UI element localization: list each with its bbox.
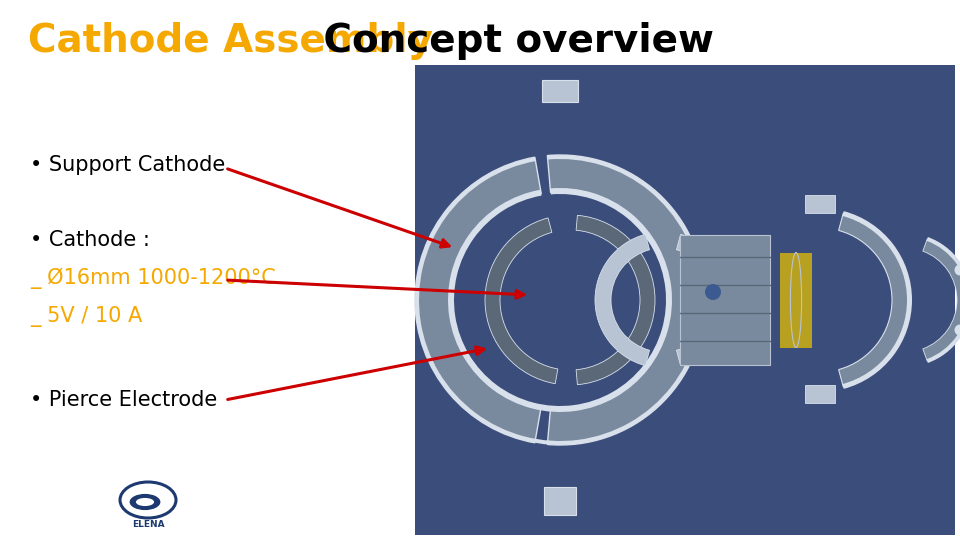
Wedge shape xyxy=(415,157,541,443)
Ellipse shape xyxy=(120,482,176,518)
Circle shape xyxy=(705,284,721,300)
Wedge shape xyxy=(485,218,558,384)
Wedge shape xyxy=(547,155,705,445)
Wedge shape xyxy=(923,239,960,361)
Wedge shape xyxy=(448,188,672,412)
Bar xyxy=(544,487,576,515)
Wedge shape xyxy=(926,237,960,363)
Bar xyxy=(780,253,812,348)
Bar xyxy=(805,385,835,403)
Wedge shape xyxy=(595,234,650,366)
Wedge shape xyxy=(576,215,655,384)
Text: • Pierce Electrode: • Pierce Electrode xyxy=(30,390,217,410)
Text: • Cathode :: • Cathode : xyxy=(30,230,150,250)
Wedge shape xyxy=(843,211,912,389)
Ellipse shape xyxy=(136,498,155,506)
Bar xyxy=(680,235,770,365)
Text: Cathode Assembly: Cathode Assembly xyxy=(28,22,433,60)
Ellipse shape xyxy=(130,494,160,510)
Wedge shape xyxy=(415,155,705,445)
Bar xyxy=(542,80,578,102)
Bar xyxy=(415,65,955,535)
Text: ELENA: ELENA xyxy=(132,520,164,529)
Wedge shape xyxy=(677,234,731,366)
Wedge shape xyxy=(839,213,910,387)
Ellipse shape xyxy=(790,253,802,348)
Text: Concept overview: Concept overview xyxy=(310,22,714,60)
Bar xyxy=(805,195,835,213)
Text: _ Ø16mm 1000-1200°C: _ Ø16mm 1000-1200°C xyxy=(30,268,276,289)
Text: _ 5V / 10 A: _ 5V / 10 A xyxy=(30,306,142,327)
Text: • Support Cathode: • Support Cathode xyxy=(30,155,226,175)
